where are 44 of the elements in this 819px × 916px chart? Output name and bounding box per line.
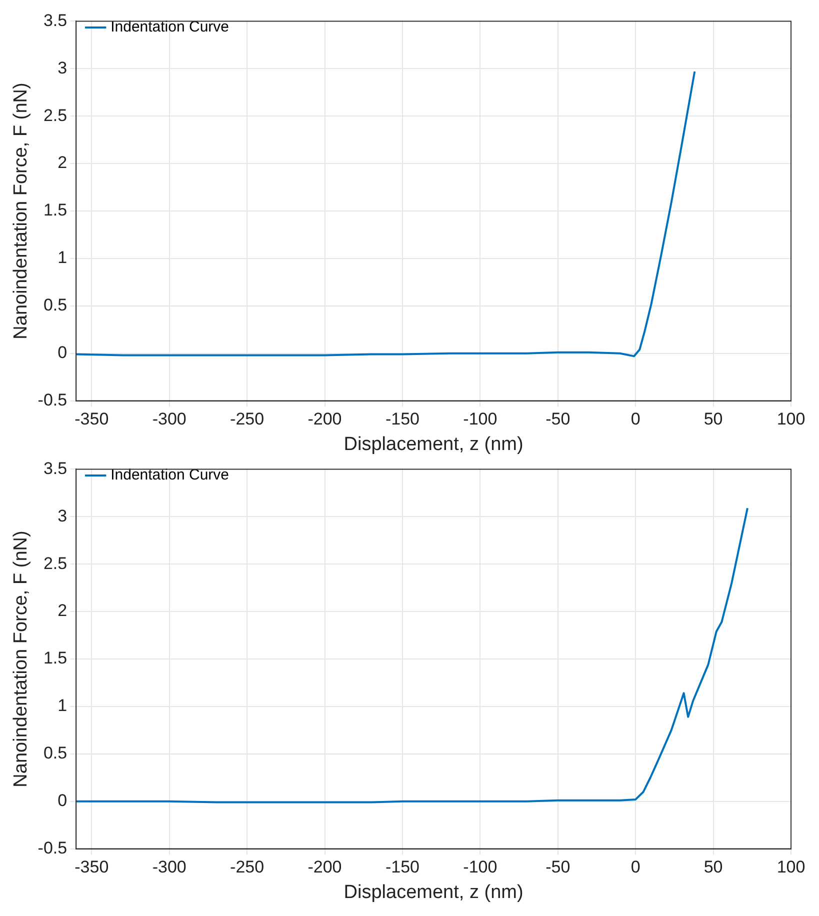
y-tick-label: 1.5 — [43, 648, 68, 668]
x-tick-label: 50 — [704, 858, 723, 877]
y-tick-label: 0.5 — [43, 296, 68, 315]
y-tick-label: 1.5 — [43, 200, 68, 220]
y-tick-label: 1 — [58, 248, 68, 268]
x-tick-label: -350 — [74, 410, 109, 429]
x-tick-label: -250 — [230, 410, 264, 429]
y-tick-label: 0.5 — [43, 744, 68, 763]
y-tick-label: 0 — [58, 343, 68, 362]
legend-label: Indentation Curve — [110, 18, 230, 36]
x-tick-label: 100 — [776, 410, 806, 429]
y-tick-label: 2 — [58, 153, 68, 172]
x-tick-label: 100 — [776, 858, 806, 877]
x-tick-label: -200 — [308, 410, 342, 429]
y-tick-label: 3.5 — [43, 10, 68, 30]
y-axis-title: Nanoindentation Force, F (nN) — [10, 530, 32, 788]
x-tick-label: -150 — [385, 858, 420, 877]
y-tick-label: 3 — [58, 506, 68, 526]
y-tick-label: -0.5 — [38, 390, 68, 410]
x-tick-label: -300 — [152, 410, 186, 429]
y-tick-label: 3 — [58, 58, 68, 78]
x-tick-label: -50 — [546, 410, 570, 429]
x-tick-label: -350 — [74, 858, 109, 877]
y-axis-title: Nanoindentation Force, F (nN) — [10, 82, 32, 340]
x-tick-label: -50 — [546, 858, 570, 877]
y-tick-label: 2.5 — [43, 554, 68, 573]
x-axis-title: Displacement, z (nm) — [344, 434, 524, 455]
y-tick-label: 2.5 — [43, 106, 68, 125]
y-tick-label: 0 — [58, 791, 68, 810]
x-tick-label: -300 — [152, 858, 186, 877]
y-tick-label: 1 — [58, 696, 68, 716]
y-tick-label: 3.5 — [43, 458, 68, 478]
x-axis-title: Displacement, z (nm) — [344, 882, 524, 903]
legend-label: Indentation Curve — [110, 466, 230, 484]
x-tick-label: -100 — [463, 410, 498, 429]
x-tick-label: -150 — [385, 410, 420, 429]
x-tick-label: 0 — [630, 410, 640, 429]
x-tick-label: 50 — [704, 410, 723, 429]
x-tick-label: -200 — [308, 858, 342, 877]
x-tick-label: -250 — [230, 858, 264, 877]
x-tick-label: 0 — [630, 858, 640, 877]
y-tick-label: 2 — [58, 601, 68, 620]
x-tick-label: -100 — [463, 858, 498, 877]
y-tick-label: -0.5 — [38, 838, 68, 858]
